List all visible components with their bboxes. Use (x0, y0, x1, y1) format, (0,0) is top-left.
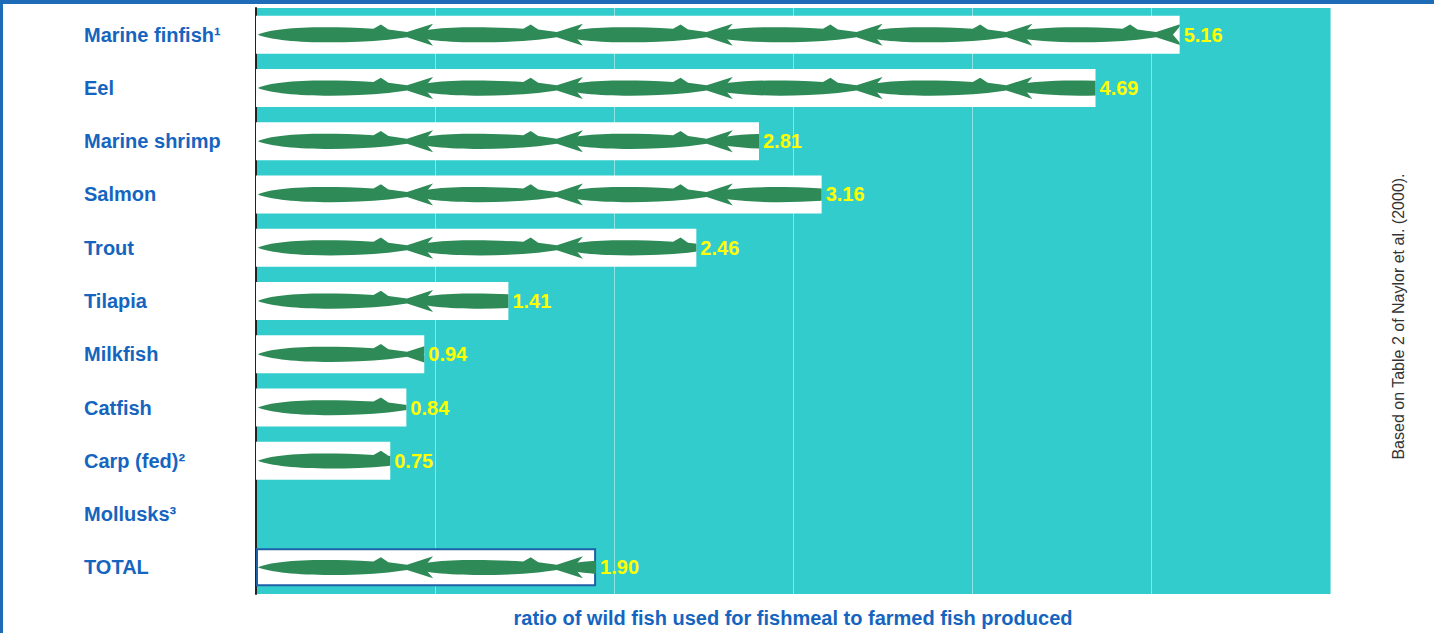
svg-text:Marine shrimp: Marine shrimp (84, 130, 221, 152)
svg-text:2.81: 2.81 (763, 130, 802, 152)
svg-text:2.46: 2.46 (700, 237, 739, 259)
svg-text:0.94: 0.94 (428, 343, 468, 365)
svg-text:1.41: 1.41 (512, 290, 551, 312)
svg-text:3.16: 3.16 (826, 183, 865, 205)
svg-text:Trout: Trout (84, 237, 134, 259)
svg-text:0.84: 0.84 (410, 397, 450, 419)
svg-text:ratio of wild fish used for fi: ratio of wild fish used for fishmeal to … (514, 607, 1073, 629)
svg-text:Catfish: Catfish (84, 397, 152, 419)
svg-text:Carp (fed)²: Carp (fed)² (84, 450, 185, 472)
svg-text:Tilapia: Tilapia (84, 290, 148, 312)
svg-text:Mollusks³: Mollusks³ (84, 503, 177, 525)
svg-text:0.75: 0.75 (394, 450, 433, 472)
svg-text:Milkfish: Milkfish (84, 343, 158, 365)
svg-text:4.69: 4.69 (1100, 77, 1139, 99)
svg-text:Based on Table 2 of Naylor et: Based on Table 2 of Naylor et al. (2000)… (1390, 173, 1407, 459)
svg-text:Salmon: Salmon (84, 183, 156, 205)
svg-text:1.90: 1.90 (600, 556, 639, 578)
svg-text:Marine finfish¹: Marine finfish¹ (84, 24, 221, 46)
svg-text:5.16: 5.16 (1184, 24, 1223, 46)
svg-text:Eel: Eel (84, 77, 114, 99)
svg-text:TOTAL: TOTAL (84, 556, 149, 578)
